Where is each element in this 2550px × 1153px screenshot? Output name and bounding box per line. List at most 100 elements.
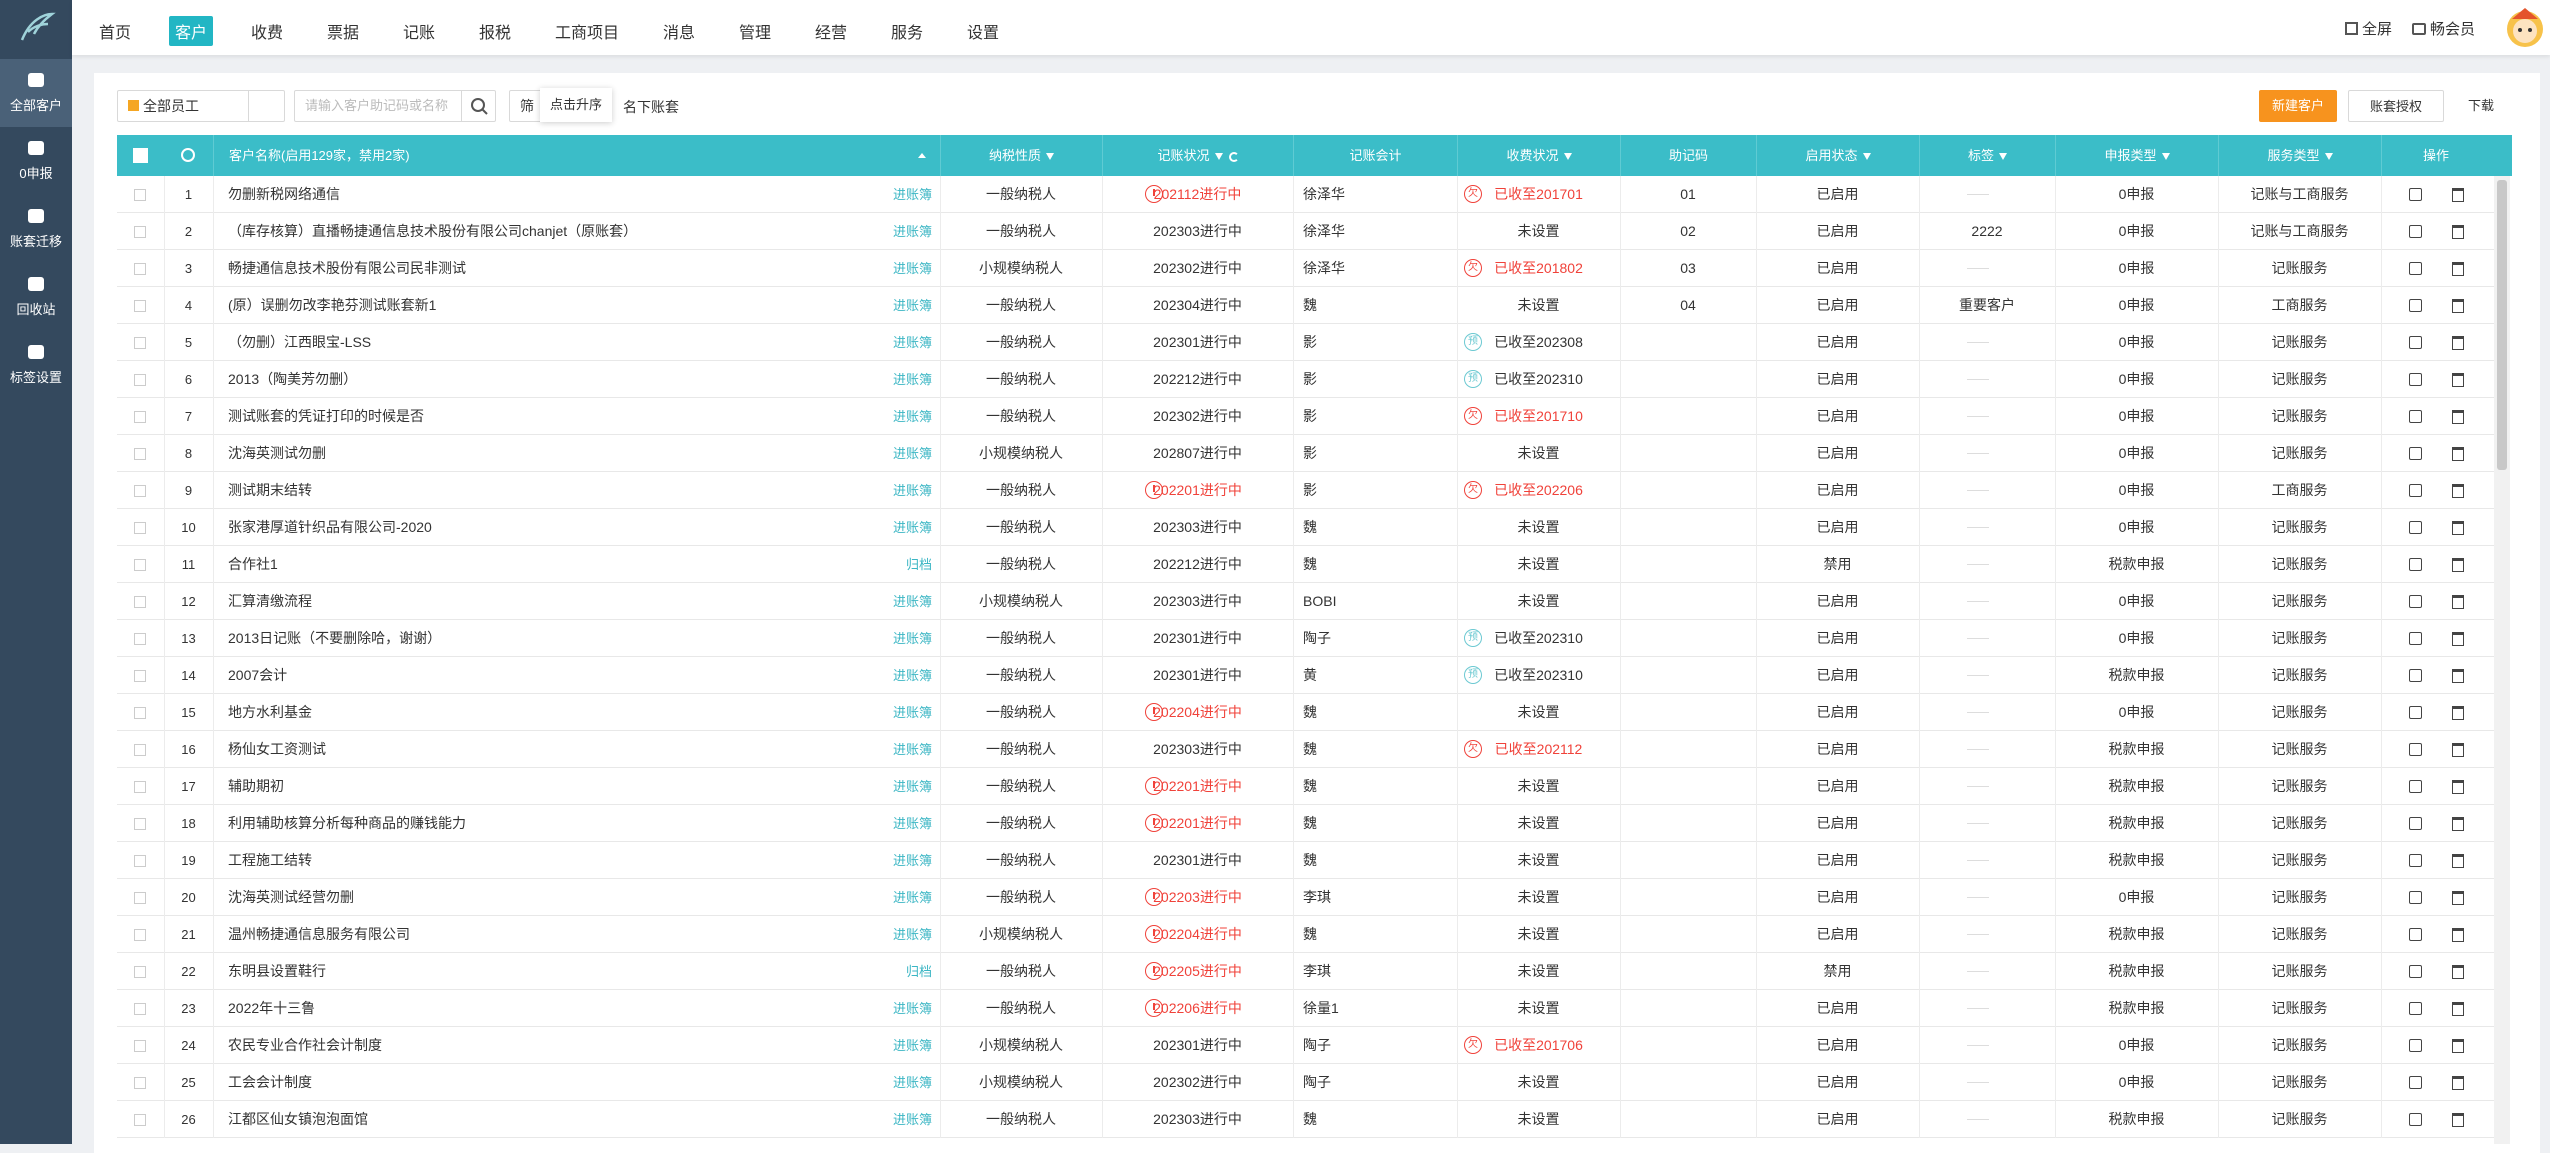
delete-button[interactable] bbox=[2452, 854, 2464, 868]
sidebar-item[interactable]: 回收站 bbox=[0, 263, 72, 331]
settings-icon[interactable] bbox=[181, 148, 195, 162]
account-link[interactable]: 进账簿 bbox=[892, 742, 932, 757]
filter-icon[interactable] bbox=[1214, 153, 1223, 161]
delete-button[interactable] bbox=[2452, 336, 2464, 350]
sidebar-item[interactable]: 账套迁移 bbox=[0, 195, 72, 263]
customer-name[interactable]: 利用辅助核算分析每种商品的赚钱能力 bbox=[228, 815, 466, 831]
delete-button[interactable] bbox=[2452, 1076, 2464, 1090]
row-checkbox[interactable] bbox=[134, 596, 146, 608]
edit-button[interactable] bbox=[2409, 484, 2422, 497]
customer-name[interactable]: （库存核算）直播畅捷通信息技术股份有限公司chanjet（原账套） bbox=[228, 223, 638, 239]
account-link[interactable]: 进账簿 bbox=[892, 446, 932, 461]
customer-name[interactable]: 测试账套的凭证打印的时候是否 bbox=[228, 408, 424, 424]
account-link[interactable]: 进账簿 bbox=[892, 520, 932, 535]
account-link[interactable]: 进账簿 bbox=[892, 816, 932, 831]
customer-name[interactable]: 江都区仙女镇泡泡面馆 bbox=[228, 1111, 368, 1127]
row-checkbox[interactable] bbox=[134, 818, 146, 830]
search-input[interactable]: 请输入客户助记码或名称 bbox=[294, 90, 496, 122]
account-link[interactable]: 进账簿 bbox=[892, 890, 932, 905]
delete-button[interactable] bbox=[2452, 521, 2464, 535]
delete-button[interactable] bbox=[2452, 1113, 2464, 1127]
customer-name[interactable]: 农民专业合作社会计制度 bbox=[228, 1037, 382, 1053]
nav-item[interactable]: 服务 bbox=[891, 25, 924, 42]
account-link[interactable]: 进账簿 bbox=[892, 409, 932, 424]
filter-icon[interactable] bbox=[1862, 153, 1871, 161]
delete-button[interactable] bbox=[2452, 928, 2464, 942]
account-link[interactable]: 进账簿 bbox=[892, 483, 932, 498]
delete-button[interactable] bbox=[2452, 373, 2464, 387]
account-link[interactable]: 进账簿 bbox=[892, 224, 932, 239]
delete-button[interactable] bbox=[2452, 1039, 2464, 1053]
sidebar-item[interactable]: 全部客户 bbox=[0, 59, 72, 127]
edit-button[interactable] bbox=[2409, 373, 2422, 386]
edit-button[interactable] bbox=[2409, 595, 2422, 608]
delete-button[interactable] bbox=[2452, 558, 2464, 572]
customer-name[interactable]: 合作社1 bbox=[228, 556, 278, 572]
edit-button[interactable] bbox=[2409, 336, 2422, 349]
nav-item[interactable]: 设置 bbox=[967, 25, 1000, 42]
filter-icon[interactable] bbox=[2324, 153, 2333, 161]
customer-name[interactable]: 张家港厚道针织品有限公司-2020 bbox=[228, 519, 432, 535]
edit-button[interactable] bbox=[2409, 891, 2422, 904]
customer-name[interactable]: 2007会计 bbox=[228, 667, 288, 683]
delete-button[interactable] bbox=[2452, 447, 2464, 461]
row-checkbox[interactable] bbox=[134, 1003, 146, 1015]
account-link[interactable]: 进账簿 bbox=[892, 187, 932, 202]
row-checkbox[interactable] bbox=[134, 559, 146, 571]
account-link[interactable]: 进账簿 bbox=[892, 779, 932, 794]
row-checkbox[interactable] bbox=[134, 263, 146, 275]
delete-button[interactable] bbox=[2452, 262, 2464, 276]
edit-button[interactable] bbox=[2409, 558, 2422, 571]
edit-button[interactable] bbox=[2409, 706, 2422, 719]
row-checkbox[interactable] bbox=[134, 374, 146, 386]
account-link[interactable]: 进账簿 bbox=[892, 261, 932, 276]
account-link[interactable]: 进账簿 bbox=[892, 927, 932, 942]
filter-icon[interactable] bbox=[1046, 153, 1054, 161]
edit-button[interactable] bbox=[2409, 225, 2422, 238]
sidebar-item[interactable]: 标签设置 bbox=[0, 331, 72, 399]
account-link[interactable]: 进账簿 bbox=[892, 335, 932, 350]
fullscreen[interactable]: 全屏 bbox=[2345, 18, 2392, 39]
row-checkbox[interactable] bbox=[134, 411, 146, 423]
edit-button[interactable] bbox=[2409, 447, 2422, 460]
account-link[interactable]: 进账簿 bbox=[892, 631, 932, 646]
delete-button[interactable] bbox=[2452, 632, 2464, 646]
sort-icon[interactable] bbox=[918, 149, 926, 158]
customer-name[interactable]: 沈海英测试经营勿删 bbox=[228, 889, 354, 905]
customer-name[interactable]: 地方水利基金 bbox=[228, 704, 312, 720]
customer-name[interactable]: (原）误删勿改李艳芬测试账套新1 bbox=[228, 297, 437, 313]
account-link[interactable]: 归档 bbox=[905, 557, 932, 572]
nav-item[interactable]: 经营 bbox=[815, 25, 848, 42]
row-checkbox[interactable] bbox=[134, 633, 146, 645]
delete-button[interactable] bbox=[2452, 1002, 2464, 1016]
filter-icon[interactable] bbox=[2161, 153, 2170, 161]
customer-name[interactable]: 畅捷通信息技术股份有限公司民非测试 bbox=[228, 260, 466, 276]
row-checkbox[interactable] bbox=[134, 1114, 146, 1126]
account-link[interactable]: 进账簿 bbox=[892, 372, 932, 387]
edit-button[interactable] bbox=[2409, 632, 2422, 645]
nav-item[interactable]: 消息 bbox=[663, 25, 696, 42]
customer-name[interactable]: 沈海英测试勿删 bbox=[228, 445, 326, 461]
refresh-icon[interactable] bbox=[1228, 151, 1239, 162]
edit-button[interactable] bbox=[2409, 262, 2422, 275]
delete-button[interactable] bbox=[2452, 669, 2464, 683]
edit-button[interactable] bbox=[2409, 928, 2422, 941]
delete-button[interactable] bbox=[2452, 484, 2464, 498]
edit-button[interactable] bbox=[2409, 1076, 2422, 1089]
row-checkbox[interactable] bbox=[134, 855, 146, 867]
row-checkbox[interactable] bbox=[134, 670, 146, 682]
edit-button[interactable] bbox=[2409, 299, 2422, 312]
edit-button[interactable] bbox=[2409, 521, 2422, 534]
account-link[interactable]: 进账簿 bbox=[892, 298, 932, 313]
row-checkbox[interactable] bbox=[134, 226, 146, 238]
customer-name[interactable]: 2013日记账（不要删除哈，谢谢） bbox=[228, 630, 442, 646]
row-checkbox[interactable] bbox=[134, 1077, 146, 1089]
customer-name[interactable]: 汇算清缴流程 bbox=[228, 593, 312, 609]
customer-name[interactable]: 辅助期初 bbox=[228, 778, 284, 794]
delete-button[interactable] bbox=[2452, 743, 2464, 757]
row-checkbox[interactable] bbox=[134, 707, 146, 719]
sidebar-item[interactable]: 0申报 bbox=[0, 127, 72, 195]
account-link[interactable]: 进账簿 bbox=[892, 705, 932, 720]
delete-button[interactable] bbox=[2452, 965, 2464, 979]
account-link[interactable]: 进账簿 bbox=[892, 853, 932, 868]
